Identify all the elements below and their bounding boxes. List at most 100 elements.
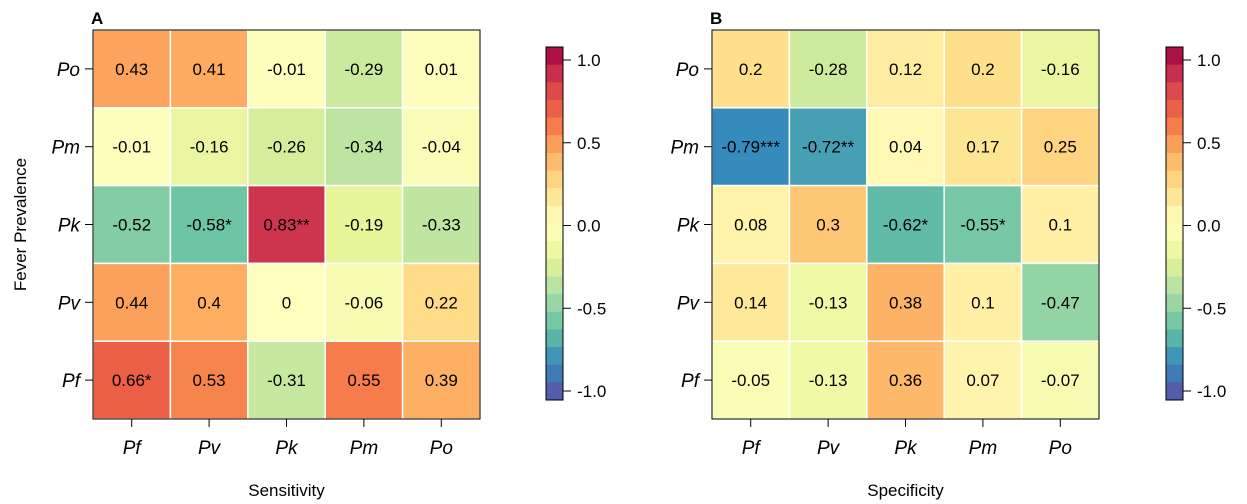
cell-value-label: -0.79*** [721,138,780,157]
cell-value-label: 0.43 [115,60,148,79]
cell-value-label: -0.58* [186,216,232,235]
colorbar-band [546,347,563,366]
cell-value-label: 0.2 [971,60,995,79]
colorbar-band [546,329,563,348]
colorbar-band [1166,170,1183,189]
y-tick-label: Pm [52,138,81,159]
colorbar-tick-label: -0.5 [577,299,606,318]
cell-value-label: -0.31 [267,371,306,390]
x-tick-label: Pm [350,438,379,459]
x-axis-title: Sensitivity [248,481,325,500]
x-tick-label: Pv [198,438,222,459]
colorbar-band [546,188,563,207]
colorbar-band [1166,382,1183,401]
cell-value-label: -0.06 [345,293,384,312]
heatmap-cell [401,340,481,420]
colorbar-tick-label: 1.0 [1197,51,1221,70]
colorbar-tick-label: 0.5 [577,134,601,153]
cell-value-label: -0.07 [1041,371,1080,390]
colorbar-band [546,64,563,83]
cell-value-label: -0.04 [422,138,461,157]
y-tick-label: Po [57,60,80,81]
cell-value-label: -0.34 [345,138,384,157]
cell-value-label: -0.19 [345,216,384,235]
heatmap-cell [247,340,326,420]
cell-value-label: 0.66* [112,371,152,390]
cell-value-label: 0.04 [889,138,922,157]
heatmap-cell [943,262,1023,342]
colorbar-band [1166,276,1183,295]
cell-value-label: 0.83** [263,216,310,235]
x-tick-label: Po [430,438,453,459]
colorbar-frame [545,46,564,401]
colorbar-band [546,152,563,172]
cell-value-label: -0.01 [112,138,151,157]
cell-value-label: 0.01 [425,60,458,79]
colorbar-band [1166,294,1183,313]
cell-value-label: 0.1 [1048,216,1072,235]
y-tick-label: Pm [671,138,700,159]
cell-value-label: -0.13 [809,371,848,390]
y-tick-label: Pv [58,293,82,314]
heatmap-cell [247,262,326,342]
colorbar-band [1166,82,1183,101]
cell-value-label: -0.52 [112,216,151,235]
colorbar-band [546,82,563,101]
cell-value-label: -0.72** [802,138,854,157]
colorbar-tick-label: 1.0 [577,51,601,70]
colorbar-band [1166,135,1183,154]
cell-value-label: 0.55 [347,371,380,390]
colorbar-tick-label: -1.0 [1197,382,1226,401]
cell-value-label: -0.26 [267,138,306,157]
y-axis-title: Fever Prevalence [11,158,30,291]
cell-value-label: 0.2 [739,60,763,79]
cell-value-label: -0.01 [267,60,306,79]
colorbar-band [546,47,563,66]
cell-value-label: -0.47 [1041,293,1080,312]
colorbar-band [1166,223,1183,242]
x-tick-label: Pk [275,438,299,459]
heatmap-cell [324,184,404,265]
colorbar-band [1166,188,1183,207]
heatmap-cell [247,107,326,187]
cell-value-label: -0.28 [809,60,848,79]
heatmap-cell [169,184,249,265]
colorbar-band [546,276,563,295]
cell-value-label: -0.33 [422,216,461,235]
x-tick-label: Pv [817,438,841,459]
cell-value-label: 0.25 [1044,138,1077,157]
colorbar-band [546,311,563,330]
heatmap-cell [169,29,249,109]
colorbar-band [1166,241,1183,260]
colorbar-band [1166,258,1183,277]
heatmap-cell [92,29,172,109]
cell-value-label: 0.36 [889,371,922,390]
colorbar-band [546,205,563,224]
colorbar-band [1166,117,1183,136]
x-tick-label: Po [1049,438,1072,459]
cell-value-label: 0.17 [966,138,999,157]
colorbar-band [546,241,563,260]
heatmap-cell [943,107,1023,187]
colorbar-band [1166,329,1183,348]
y-tick-label: Pf [62,371,82,392]
colorbar-band [546,382,563,401]
cell-value-label: -0.62* [883,216,929,235]
colorbar-band [1166,47,1183,66]
cell-value-label: -0.16 [190,138,229,157]
colorbar-band [1166,364,1183,383]
cell-value-label: 0.44 [115,293,148,312]
cell-value-label: 0.39 [425,371,458,390]
cell-value-label: 0.14 [734,293,767,312]
heatmap-cell [866,262,945,342]
y-tick-label: Pk [677,216,701,237]
y-tick-label: Pv [677,293,701,314]
heatmap-cell [788,107,868,187]
colorbar-band [1166,64,1183,83]
heatmap-cell [866,340,945,420]
heatmap-cell [92,340,172,420]
colorbar-frame [1165,46,1184,401]
heatmap-cell [1020,262,1100,342]
cell-value-label: 0.08 [734,216,767,235]
